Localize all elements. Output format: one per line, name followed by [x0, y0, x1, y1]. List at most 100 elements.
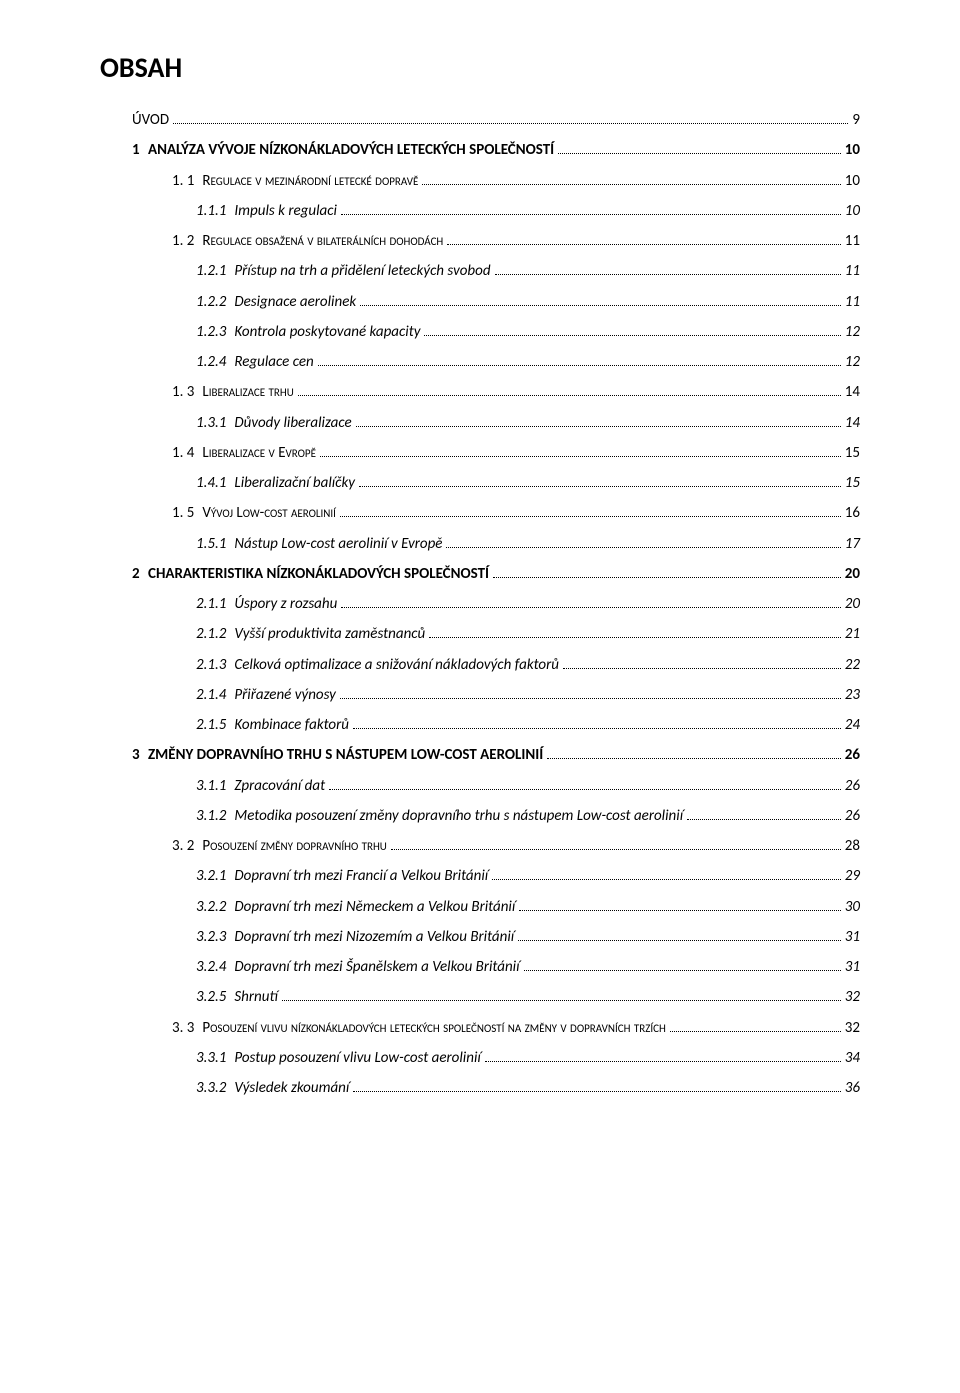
toc-entry-number: 3.2.3 [196, 926, 226, 949]
toc-entry-number: 3.3.2 [196, 1077, 226, 1100]
toc-entry-number: 1.2.4 [196, 351, 226, 374]
toc-entry-number: 3 [132, 744, 140, 767]
toc-entry-page: 31 [845, 956, 860, 979]
toc-entry: 1.5.1Nástup Low-cost aerolinií v Evropě1… [100, 533, 860, 556]
toc-entry-text: Liberalizace trhu [202, 383, 293, 401]
toc-leader-dots [173, 123, 848, 124]
toc-entry-label: 1.2.1 Přístup na trh a přidělení leteckýc… [196, 260, 491, 283]
toc-entry-page: 11 [845, 260, 860, 283]
toc-entry-text: Kombinace faktorů [234, 716, 349, 734]
toc-entry-number: 1 [132, 139, 140, 162]
toc-entry-label: 1. 3Liberalizace trhu [172, 381, 294, 404]
toc-entry-page: 17 [845, 533, 860, 556]
toc-entry: 2.1.2Vyšší produktivita zaměstnanců 21 [100, 623, 860, 646]
toc-entry-label: 1ANALÝZA VÝVOJE NÍZKONÁKLADOVÝCH LETECKÝ… [132, 139, 554, 162]
toc-entry: ÚVOD9 [100, 109, 860, 132]
toc-leader-dots [519, 910, 840, 911]
toc-entry: 3. 3 Posouzení vlivu nízkonákladových let… [100, 1017, 860, 1040]
toc-entry-label: 2.1.2Vyšší produktivita zaměstnanců [196, 623, 425, 646]
toc-leader-dots [563, 668, 841, 669]
toc-entry: 1.4.1Liberalizační balíčky15 [100, 472, 860, 495]
toc-entry: 2.1.4Přiřazené výnosy23 [100, 684, 860, 707]
toc-entry-page: 11 [845, 291, 860, 314]
toc-entry-number: 1.5.1 [196, 533, 226, 556]
toc-entry-text: Dopravní trh mezi Německem a Velkou Brit… [234, 898, 515, 916]
toc-leader-dots [298, 395, 841, 396]
toc-entry: 1.1.1Impuls k regulaci10 [100, 200, 860, 223]
toc-leader-dots [447, 244, 840, 245]
toc-entry: 3.1.2Metodika posouzení změny dopravního… [100, 805, 860, 828]
toc-leader-dots [320, 456, 841, 457]
toc-entry-label: 1.2.2 Designace aerolinek [196, 291, 356, 314]
toc-entry-number: 3.2.5 [196, 986, 226, 1009]
toc-entry: 3 ZMĚNY DOPRAVNÍHO TRHU S NÁSTUPEM LOW-CO… [100, 744, 860, 767]
toc-entry-label: 1. 1Regulace v mezinárodní letecké dopra… [172, 170, 418, 193]
toc-entry-number: 1.2.1 [196, 260, 226, 283]
toc-entry-label: 1.2.4Regulace cen [196, 351, 314, 374]
toc-entry-text: Dopravní trh mezi Nizozemím a Velkou Bri… [234, 928, 514, 946]
toc-entry-page: 26 [845, 744, 860, 767]
toc-entry: 1.2.1 Přístup na trh a přidělení leteckýc… [100, 260, 860, 283]
toc-entry-page: 31 [845, 926, 860, 949]
toc-leader-dots [360, 305, 841, 306]
toc-entry-text: ZMĚNY DOPRAVNÍHO TRHU S NÁSTUPEM LOW-COS… [148, 746, 543, 764]
toc-entry: 1.2.3 Kontrola poskytované kapacity 12 [100, 321, 860, 344]
toc-entry-label: 3.3.2Výsledek zkoumání [196, 1077, 349, 1100]
toc-entry-label: 1.1.1 Impuls k regulaci [196, 200, 337, 223]
toc-entry-number: 1. 4 [172, 442, 194, 465]
toc-entry-page: 26 [845, 775, 860, 798]
toc-entry-number: 1.2.3 [196, 321, 226, 344]
toc-leader-dots [558, 153, 841, 154]
toc-entry-page: 12 [845, 321, 860, 344]
toc-entry-text: Kontrola poskytované kapacity [234, 323, 420, 341]
toc-entry-number: 3.3.1 [196, 1047, 226, 1070]
toc-entry-text: ÚVOD [132, 111, 169, 129]
toc-entry-page: 26 [845, 805, 860, 828]
toc-entry: 1.2.2 Designace aerolinek 11 [100, 291, 860, 314]
toc-entry-label: 3.2.1Dopravní trh mezi Francií a Velkou … [196, 865, 488, 888]
toc-entry-text: Posouzení vlivu nízkonákladových letecký… [202, 1019, 665, 1037]
toc-entry-text: Vyšší produktivita zaměstnanců [234, 625, 425, 643]
toc-entry: 3.2.4Dopravní trh mezi Španělskem a Velk… [100, 956, 860, 979]
toc-entry-text: Designace aerolinek [234, 293, 356, 311]
toc-entry-page: 24 [845, 714, 860, 737]
toc-leader-dots [492, 879, 841, 880]
toc-entry-number: 1. 2 [172, 230, 194, 253]
toc-entry-label: 3. 2Posouzení změny dopravního trhu [172, 835, 387, 858]
toc-container: ÚVOD9 1ANALÝZA VÝVOJE NÍZKONÁKLADOVÝCH LE… [100, 109, 860, 1100]
toc-entry-text: Vývoj Low-cost aerolinií [202, 504, 336, 522]
toc-entry: 1. 1Regulace v mezinárodní letecké dopra… [100, 170, 860, 193]
toc-entry-number: 3. 3 [172, 1017, 194, 1040]
toc-leader-dots [429, 637, 841, 638]
toc-entry-number: 1.1.1 [196, 200, 226, 223]
toc-entry-text: Impuls k regulaci [234, 202, 337, 220]
toc-leader-dots [356, 426, 841, 427]
toc-entry-text: Zpracování dat [234, 777, 325, 795]
toc-entry-number: 1.4.1 [196, 472, 226, 495]
toc-entry-label: 2.1.1Úspory z rozsahu [196, 593, 337, 616]
toc-entry: 2.1.5Kombinace faktorů24 [100, 714, 860, 737]
toc-leader-dots [687, 819, 841, 820]
toc-entry-text: Posouzení změny dopravního trhu [202, 837, 386, 855]
toc-entry-page: 29 [845, 865, 860, 888]
toc-entry: 3.2.1Dopravní trh mezi Francií a Velkou … [100, 865, 860, 888]
toc-entry-number: 1.2.2 [196, 291, 226, 314]
toc-leader-dots [493, 577, 841, 578]
toc-leader-dots [359, 486, 841, 487]
toc-entry-page: 21 [845, 623, 860, 646]
toc-entry-text: Dopravní trh mezi Španělskem a Velkou Br… [234, 958, 519, 976]
toc-leader-dots [340, 516, 841, 517]
toc-entry: 1. 5 Vývoj Low-cost aerolinií 16 [100, 502, 860, 525]
toc-leader-dots [424, 335, 840, 336]
toc-entry-text: Celková optimalizace a snižování náklado… [234, 656, 559, 674]
toc-entry-number: 3.1.1 [196, 775, 226, 798]
toc-entry-text: Shrnutí [234, 988, 277, 1006]
toc-entry-label: 2.1.4Přiřazené výnosy [196, 684, 336, 707]
toc-entry-number: 1. 5 [172, 502, 194, 525]
toc-entry-page: 16 [845, 502, 860, 525]
toc-entry: 2CHARAKTERISTIKA NÍZKONÁKLADOVÝCH SPOLEČ… [100, 563, 860, 586]
toc-entry-page: 10 [845, 170, 860, 193]
toc-entry-label: 3.1.2Metodika posouzení změny dopravního… [196, 805, 683, 828]
toc-entry-text: Přístup na trh a přidělení leteckých svo… [234, 262, 490, 280]
toc-leader-dots [495, 274, 841, 275]
